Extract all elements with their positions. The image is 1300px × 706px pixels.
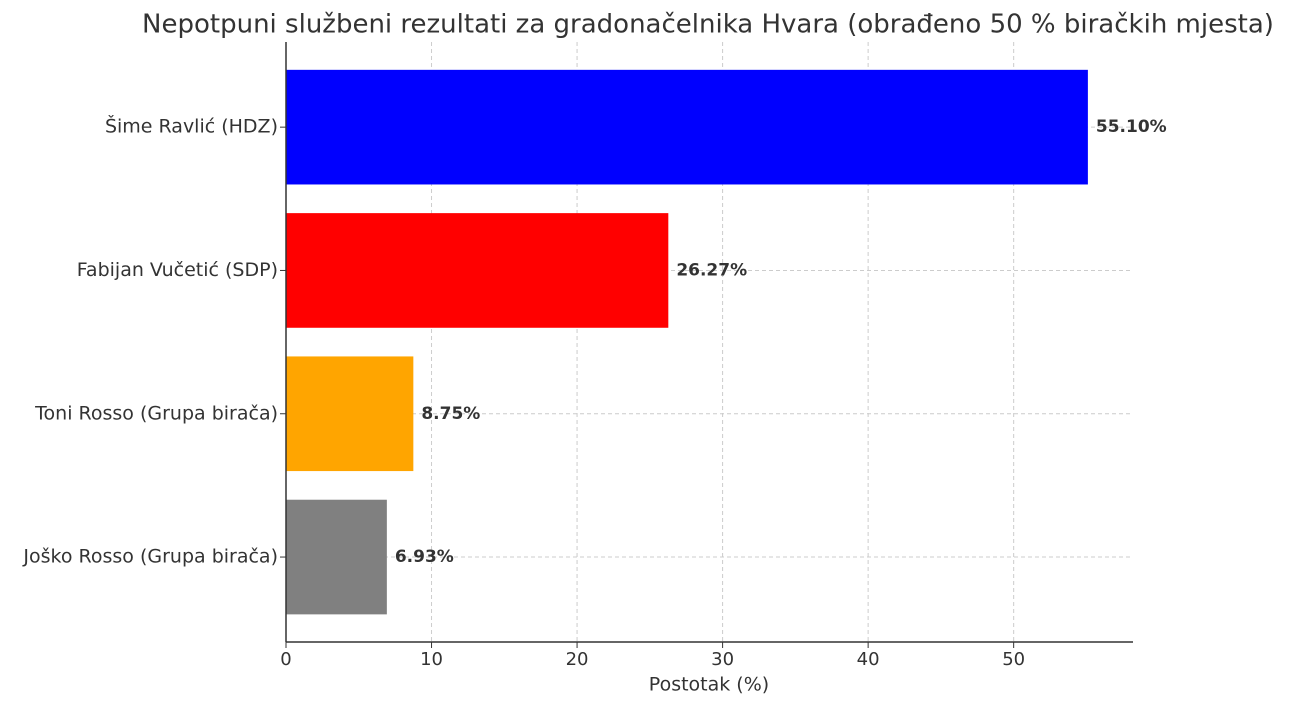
y-tick-label: Joško Rosso (Grupa birača) [22, 546, 278, 568]
x-tick-label: 30 [711, 649, 734, 670]
x-tick-label: 0 [280, 649, 291, 670]
y-tick-label: Toni Rosso (Grupa birača) [34, 402, 278, 424]
value-label: 26.27% [676, 260, 747, 280]
value-label: 6.93% [395, 547, 454, 567]
y-tick-label: Fabijan Vučetić (SDP) [77, 259, 278, 281]
bar [286, 356, 414, 472]
x-tick-label: 40 [857, 649, 880, 670]
chart-title: Nepotpuni službeni rezultati za gradonač… [142, 10, 1274, 40]
x-tick-label: 20 [566, 649, 589, 670]
value-label: 8.75% [421, 404, 480, 424]
bar [286, 213, 669, 328]
bar [286, 499, 387, 615]
x-tick-label: 10 [420, 649, 443, 670]
bar [286, 69, 1088, 185]
x-tick-label: 50 [1002, 649, 1025, 670]
x-axis-label: Postotak (%) [649, 674, 769, 696]
y-tick-label: Šime Ravlić (HDZ) [105, 114, 278, 138]
value-label: 55.10% [1096, 117, 1167, 137]
